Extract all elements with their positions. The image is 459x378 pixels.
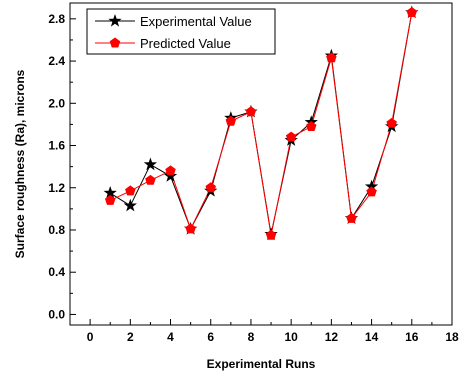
x-tick-label: 2 — [127, 330, 134, 344]
series-lines — [109, 12, 413, 236]
data-point-1 — [406, 7, 418, 17]
data-point-0 — [163, 169, 178, 182]
data-point-1 — [306, 121, 317, 131]
x-tick-label: 8 — [248, 330, 255, 344]
data-point-1 — [125, 185, 136, 196]
y-tick-label: 0.0 — [48, 307, 65, 321]
legend-marker-symbol — [108, 14, 122, 27]
data-point-0 — [364, 179, 379, 193]
x-tick-label: 4 — [167, 330, 174, 344]
data-point-0 — [143, 157, 158, 171]
data-point-1 — [245, 106, 257, 117]
y-tick-label: 1.6 — [48, 139, 65, 153]
x-tick-label: 12 — [325, 330, 339, 344]
data-point-1 — [145, 174, 156, 185]
legend-label-predicted: Predicted Value — [140, 36, 231, 51]
data-point-0 — [123, 198, 137, 212]
data-point-1 — [326, 52, 337, 63]
y-axis-title: Surface roughness (Ra), microns — [13, 69, 27, 258]
data-point-1 — [104, 194, 116, 205]
legend: Experimental Value Predicted Value — [86, 8, 276, 55]
legend-marker-experimental — [108, 14, 122, 27]
y-tick-label: 0.4 — [48, 265, 65, 279]
data-point-1 — [225, 115, 237, 126]
x-tick-label: 16 — [405, 330, 419, 344]
data-point-1 — [205, 182, 216, 193]
x-tick-label: 18 — [445, 330, 459, 344]
data-point-1 — [165, 165, 176, 176]
legend-marker-symbol — [109, 37, 121, 48]
y-tick-label: 1.2 — [48, 181, 65, 195]
x-axis-title: Experimental Runs — [207, 357, 316, 371]
data-point-0 — [103, 186, 117, 199]
x-tick-label: 0 — [87, 330, 94, 344]
x-tick-label: 10 — [284, 330, 298, 344]
legend-label-experimental: Experimental Value — [140, 14, 252, 29]
series-markers — [103, 5, 419, 240]
ticks: 0 2 4 6 8 10 12 14 16 18 0.0 0.4 0.8 1.2 1.6 2.0 2.4 2.8 — [48, 12, 459, 344]
data-point-1 — [346, 212, 357, 223]
data-point-1 — [285, 131, 297, 142]
data-point-1 — [366, 186, 377, 197]
data-point-1 — [265, 229, 277, 240]
data-point-1 — [185, 223, 196, 234]
y-tick-label: 2.8 — [48, 12, 65, 26]
plot-frame — [69, 2, 453, 326]
x-tick-label: 6 — [207, 330, 214, 344]
y-tick-label: 2.4 — [48, 54, 65, 68]
y-tick-label: 2.0 — [48, 96, 65, 110]
y-tick-label: 0.8 — [48, 223, 65, 237]
series-line-1 — [109, 12, 413, 236]
legend-marker-predicted — [109, 37, 121, 48]
data-point-1 — [386, 117, 397, 128]
x-tick-label: 14 — [365, 330, 379, 344]
